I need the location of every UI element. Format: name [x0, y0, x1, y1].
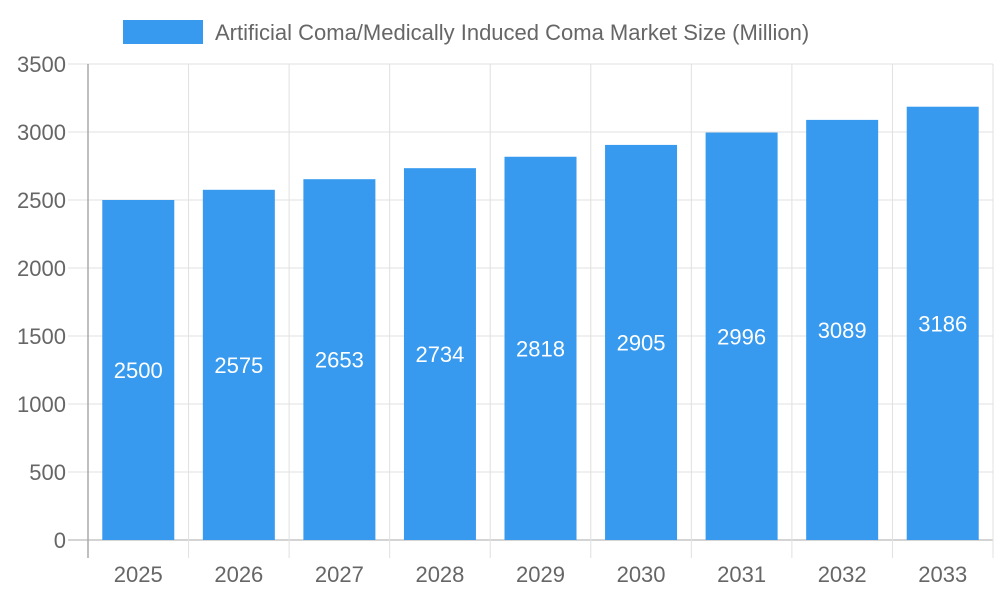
y-tick-label: 1000	[17, 392, 66, 417]
data-label: 2905	[617, 330, 666, 355]
y-tick-label: 2000	[17, 256, 66, 281]
bar-2028	[403, 168, 476, 540]
x-tick-label: 2029	[516, 562, 565, 587]
data-label: 2996	[717, 324, 766, 349]
y-tick-label: 1500	[17, 324, 66, 349]
data-label: 2734	[415, 342, 464, 367]
bar-2030	[605, 144, 678, 541]
x-tick-label: 2031	[717, 562, 766, 587]
x-tick-label: 2033	[918, 562, 967, 587]
bar-2026	[202, 189, 275, 541]
bar-2032	[806, 119, 879, 541]
x-tick-label: 2030	[617, 562, 666, 587]
data-label: 2653	[315, 348, 364, 373]
x-tick-label: 2026	[214, 562, 263, 587]
data-label: 2575	[214, 353, 263, 378]
data-label: 3089	[818, 318, 867, 343]
y-tick-label: 3500	[17, 52, 66, 77]
axes: 0 500 1000 1500 2000 2500 3000 3500 2025 2026 2027…	[17, 52, 967, 587]
x-tick-label: 2027	[315, 562, 364, 587]
y-tick-label: 3000	[17, 120, 66, 145]
x-tick-label: 2028	[415, 562, 464, 587]
x-tick-label: 2025	[114, 562, 163, 587]
data-label: 2818	[516, 336, 565, 361]
y-tick-label: 500	[29, 460, 66, 485]
legend[interactable]: Artificial Coma/Medically Induced Coma M…	[123, 20, 809, 45]
bar-2027	[303, 179, 376, 540]
data-label: 2500	[114, 358, 163, 383]
data-label: 3186	[918, 311, 967, 336]
bars: 2500 2575 2653 2734 2818 2905 2996 3089 3186	[102, 106, 979, 541]
x-tick-label: 2032	[818, 562, 867, 587]
y-tick-label: 2500	[17, 188, 66, 213]
legend-label: Artificial Coma/Medically Induced Coma M…	[215, 20, 809, 45]
bar-2033	[906, 106, 979, 540]
y-tick-label: 0	[54, 528, 66, 553]
legend-swatch	[123, 20, 203, 44]
bar-2029	[504, 156, 577, 540]
bar-2025	[102, 200, 175, 540]
bar-2031	[705, 132, 778, 540]
